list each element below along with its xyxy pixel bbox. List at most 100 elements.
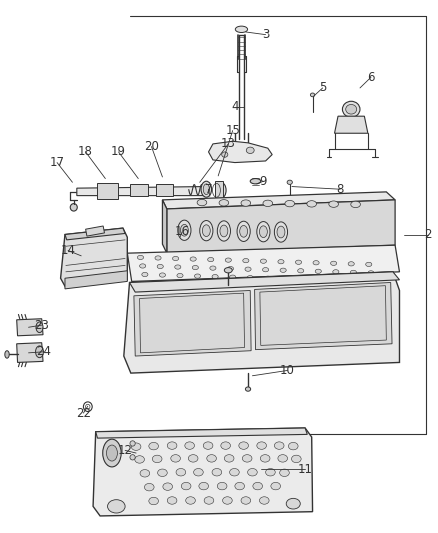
Ellipse shape <box>240 497 250 504</box>
Ellipse shape <box>242 259 248 263</box>
Ellipse shape <box>134 456 144 463</box>
Ellipse shape <box>219 225 227 237</box>
Ellipse shape <box>170 455 180 462</box>
Polygon shape <box>95 428 307 438</box>
Ellipse shape <box>350 270 356 274</box>
Ellipse shape <box>184 442 194 449</box>
Ellipse shape <box>194 274 200 278</box>
Ellipse shape <box>137 255 143 260</box>
Ellipse shape <box>235 26 247 33</box>
Ellipse shape <box>259 497 268 504</box>
Text: 4: 4 <box>230 100 238 113</box>
Ellipse shape <box>332 270 338 274</box>
Polygon shape <box>162 200 166 253</box>
Ellipse shape <box>36 322 43 333</box>
FancyBboxPatch shape <box>155 184 172 196</box>
Ellipse shape <box>148 497 158 505</box>
Polygon shape <box>127 245 399 281</box>
Text: 15: 15 <box>225 124 240 137</box>
Ellipse shape <box>246 147 254 154</box>
Ellipse shape <box>157 264 163 269</box>
Ellipse shape <box>209 266 215 270</box>
Ellipse shape <box>347 262 353 266</box>
Ellipse shape <box>238 442 248 449</box>
Text: 8: 8 <box>336 183 343 196</box>
Ellipse shape <box>262 200 272 206</box>
Ellipse shape <box>188 455 198 462</box>
Ellipse shape <box>286 180 292 184</box>
Polygon shape <box>124 272 399 373</box>
Ellipse shape <box>152 455 162 463</box>
Ellipse shape <box>240 200 250 206</box>
Ellipse shape <box>177 273 183 278</box>
Text: 11: 11 <box>297 463 312 475</box>
Polygon shape <box>129 272 399 292</box>
Ellipse shape <box>217 482 226 490</box>
Ellipse shape <box>277 455 287 462</box>
Polygon shape <box>65 228 125 240</box>
Ellipse shape <box>192 265 198 270</box>
Ellipse shape <box>176 469 185 476</box>
Polygon shape <box>65 271 127 289</box>
Ellipse shape <box>222 497 232 504</box>
Ellipse shape <box>102 439 121 467</box>
Ellipse shape <box>206 455 216 462</box>
Ellipse shape <box>330 261 336 265</box>
Ellipse shape <box>159 273 165 277</box>
Ellipse shape <box>312 261 318 265</box>
Ellipse shape <box>107 500 125 513</box>
Ellipse shape <box>144 483 154 491</box>
Ellipse shape <box>207 257 213 262</box>
Polygon shape <box>77 187 206 196</box>
Ellipse shape <box>35 346 43 358</box>
Ellipse shape <box>262 268 268 272</box>
Ellipse shape <box>224 455 233 462</box>
Ellipse shape <box>276 226 284 238</box>
Ellipse shape <box>203 184 209 195</box>
Ellipse shape <box>197 199 206 206</box>
Ellipse shape <box>140 470 149 477</box>
Polygon shape <box>168 230 189 244</box>
Ellipse shape <box>259 226 267 238</box>
Ellipse shape <box>106 445 117 461</box>
Ellipse shape <box>181 482 191 490</box>
Polygon shape <box>17 319 43 336</box>
Ellipse shape <box>297 269 303 273</box>
Text: 16: 16 <box>174 225 189 238</box>
Ellipse shape <box>250 179 260 184</box>
Ellipse shape <box>279 268 286 272</box>
Ellipse shape <box>204 497 213 504</box>
Text: 12: 12 <box>117 444 132 457</box>
Ellipse shape <box>219 200 228 206</box>
Ellipse shape <box>256 222 269 242</box>
Ellipse shape <box>227 266 233 271</box>
Ellipse shape <box>5 351 9 358</box>
Polygon shape <box>85 226 104 236</box>
Ellipse shape <box>217 221 230 241</box>
Ellipse shape <box>177 221 182 225</box>
Ellipse shape <box>180 224 188 236</box>
Ellipse shape <box>244 267 251 271</box>
Polygon shape <box>93 428 312 516</box>
Ellipse shape <box>174 265 180 269</box>
Ellipse shape <box>234 482 244 490</box>
Ellipse shape <box>131 443 141 450</box>
Text: 20: 20 <box>144 140 159 153</box>
Ellipse shape <box>185 497 195 504</box>
Ellipse shape <box>264 276 270 280</box>
Ellipse shape <box>220 442 230 449</box>
Ellipse shape <box>342 101 359 117</box>
Ellipse shape <box>288 442 297 450</box>
Text: 17: 17 <box>49 156 64 169</box>
Ellipse shape <box>172 256 178 261</box>
Ellipse shape <box>252 482 262 490</box>
Ellipse shape <box>167 497 177 504</box>
Ellipse shape <box>162 483 172 490</box>
Ellipse shape <box>225 258 231 262</box>
Text: 2: 2 <box>423 228 431 241</box>
Ellipse shape <box>245 387 250 391</box>
Ellipse shape <box>221 152 227 157</box>
Ellipse shape <box>256 442 266 449</box>
Ellipse shape <box>148 442 158 450</box>
Ellipse shape <box>242 455 251 462</box>
